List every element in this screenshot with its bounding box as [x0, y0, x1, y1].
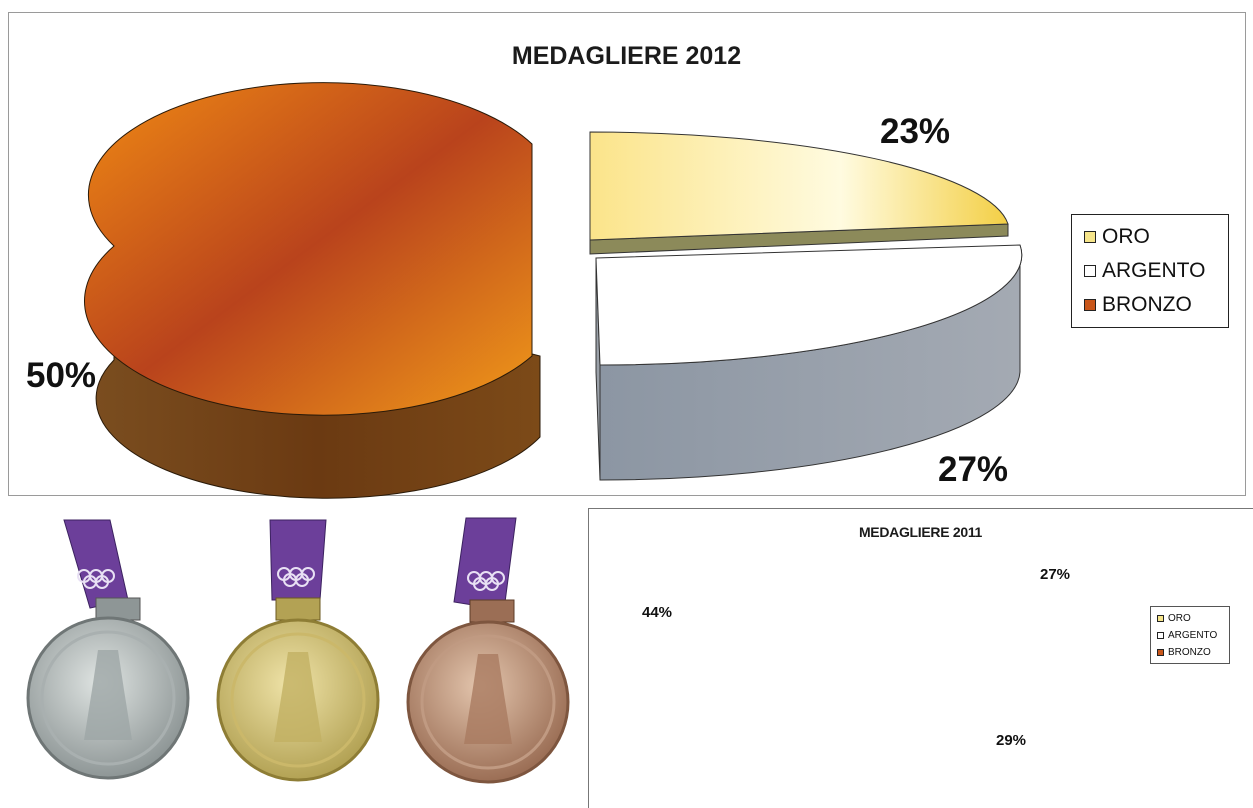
legend-label-bronzo: BRONZO — [1102, 293, 1192, 316]
legend-2011-label-oro: ORO — [1168, 613, 1191, 624]
label-2011-bronzo: 44% — [642, 604, 673, 621]
legend-2011: ORO ARGENTO BRONZO — [1150, 606, 1230, 664]
legend-2011-argento: ARGENTO — [1157, 630, 1217, 641]
label-2012-oro: 23% — [880, 112, 951, 151]
label-2012-argento: 27% — [938, 450, 1009, 489]
chart-2012-title: MEDAGLIERE 2012 — [511, 42, 742, 70]
pie-2012-bronzo-top — [84, 82, 533, 416]
legend-2011-oro: ORO — [1157, 613, 1191, 624]
bronze-medal — [406, 517, 570, 784]
gold-medal — [216, 519, 380, 782]
label-2012-bronzo: 50% — [26, 356, 97, 395]
legend-2012-oro: ORO — [1084, 225, 1150, 249]
chart-2011-frame — [588, 508, 1253, 808]
legend-2011-bronzo: BRONZO — [1157, 647, 1211, 658]
chart-2011-title: MEDAGLIERE 2011 — [858, 524, 983, 540]
label-2011-oro: 27% — [1040, 566, 1071, 583]
pie-2012-argento-top — [595, 244, 1023, 366]
legend-2011-swatch-oro — [1157, 615, 1164, 622]
legend-label-oro: ORO — [1102, 225, 1150, 248]
silver-medal — [26, 519, 190, 780]
legend-2012-argento: ARGENTO — [1084, 259, 1205, 283]
legend-swatch-bronzo — [1084, 299, 1096, 311]
olympic-rings-icon — [77, 569, 115, 589]
legend-2011-label-argento: ARGENTO — [1168, 630, 1218, 641]
legend-swatch-argento — [1084, 265, 1096, 277]
label-2011-argento: 29% — [996, 732, 1027, 749]
pie-2012-oro-top — [589, 131, 1009, 241]
legend-swatch-oro — [1084, 231, 1096, 243]
legend-2011-swatch-argento — [1157, 632, 1164, 639]
legend-2012: ORO ARGENTO BRONZO — [1071, 214, 1229, 328]
legend-2012-bronzo: BRONZO — [1084, 293, 1192, 317]
legend-2011-swatch-bronzo — [1157, 649, 1164, 656]
legend-2011-label-bronzo: BRONZO — [1168, 647, 1211, 658]
legend-label-argento: ARGENTO — [1102, 259, 1206, 282]
